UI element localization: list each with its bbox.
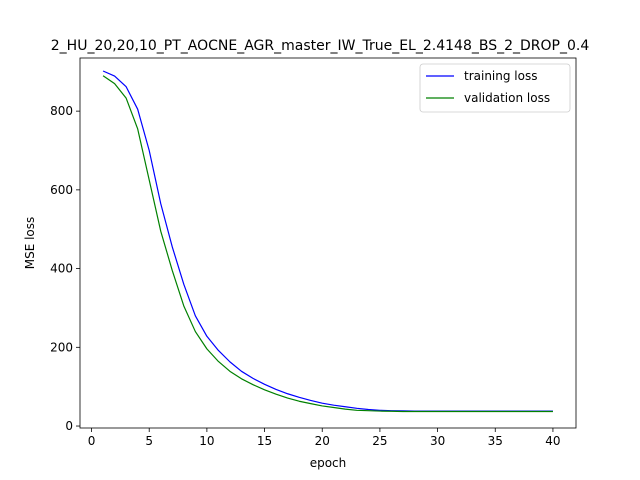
x-tick-label: 5 xyxy=(145,434,153,448)
x-tick-label: 0 xyxy=(88,434,96,448)
x-tick-label: 40 xyxy=(545,434,560,448)
legend-label-1: validation loss xyxy=(464,91,550,105)
y-tick-label: 600 xyxy=(50,183,73,197)
y-axis-label: MSE loss xyxy=(23,217,37,270)
x-axis-label: epoch xyxy=(310,456,347,470)
chart-title: 2_HU_20,20,10_PT_AOCNE_AGR_master_IW_Tru… xyxy=(51,38,590,54)
legend-box xyxy=(419,63,571,113)
y-tick-label: 800 xyxy=(50,104,73,118)
x-tick-label: 15 xyxy=(257,434,272,448)
series-line-1 xyxy=(102,75,553,413)
y-tick-label: 0 xyxy=(65,419,73,433)
x-tick-label: 30 xyxy=(430,434,445,448)
x-tick-label: 25 xyxy=(372,434,387,448)
legend-label-0: training loss xyxy=(464,69,537,83)
x-tick-label: 20 xyxy=(315,434,330,448)
x-tick-label: 10 xyxy=(199,434,214,448)
x-tick-label: 35 xyxy=(488,434,503,448)
axes-frame xyxy=(79,57,577,429)
y-tick-label: 200 xyxy=(50,340,73,354)
legend: training loss validation loss xyxy=(419,63,571,113)
y-tick-label: 400 xyxy=(50,262,73,276)
